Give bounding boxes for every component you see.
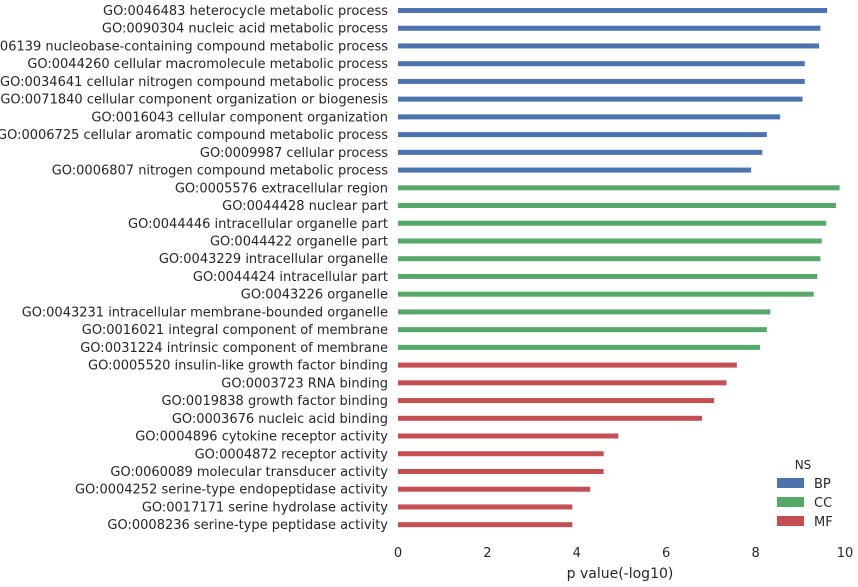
bar: [398, 43, 820, 49]
bar: [398, 220, 827, 226]
legend-swatch: [777, 478, 804, 488]
bar: [398, 203, 837, 209]
category-label: GO:0009987 cellular process: [200, 146, 388, 161]
bar: [398, 273, 818, 279]
category-label: GO:0043229 intracellular organelle: [159, 252, 388, 267]
category-label: GO:0019838 growth factor binding: [161, 394, 388, 409]
category-label: GO:0008236 serine-type peptidase activit…: [107, 518, 388, 533]
category-label: GO:0044260 cellular macromolecule metabo…: [27, 57, 388, 72]
x-tick-label: 6: [662, 546, 670, 561]
bar: [398, 327, 767, 333]
bar: [398, 149, 763, 155]
bar: [398, 344, 761, 350]
category-label: GO:0005576 extracellular region: [175, 181, 388, 196]
bar: [398, 398, 715, 404]
x-axis-label: p value(-log10): [567, 566, 674, 582]
bar: [398, 114, 781, 120]
category-label: GO:0005520 insulin-like growth factor bi…: [88, 359, 388, 374]
legend-swatch: [777, 516, 804, 526]
bar: [398, 380, 727, 386]
category-label: GO:0060089 molecular transducer activity: [110, 465, 388, 480]
category-label: GO:0003676 nucleic acid binding: [172, 412, 388, 427]
category-label: GO:0016021 integral component of membran…: [82, 323, 388, 338]
category-label: GO:0034641 cellular nitrogen compound me…: [0, 75, 388, 90]
category-label: GO:0031224 intrinsic component of membra…: [80, 341, 388, 356]
bar: [398, 362, 737, 368]
legend-label: MF: [814, 515, 833, 530]
category-label: GO:0044446 intracellular organelle part: [128, 217, 388, 232]
category-label: GO:0017171 serine hydrolase activity: [142, 500, 388, 515]
bar: [398, 309, 771, 315]
bar: [398, 256, 821, 262]
category-label: GO:0090304 nucleic acid metabolic proces…: [102, 22, 388, 37]
bar: [398, 451, 604, 457]
bar: [398, 185, 840, 191]
legend-title: NS: [795, 458, 812, 472]
bar: [398, 78, 805, 84]
category-label: GO:0044422 organelle part: [210, 234, 388, 249]
category-label: GO:0006807 nitrogen compound metabolic p…: [52, 164, 389, 179]
category-label: GO:0016043 cellular component organizati…: [91, 110, 388, 125]
legend-swatch: [777, 497, 804, 507]
x-tick-label: 0: [394, 546, 402, 561]
bar: [398, 291, 814, 297]
x-tick-label: 2: [483, 546, 491, 561]
bar: [398, 8, 828, 13]
category-label: GO:0044428 nuclear part: [222, 199, 388, 214]
bar: [398, 167, 752, 173]
bar: [398, 504, 573, 510]
bar: [398, 96, 803, 102]
category-label: GO:0004252 serine-type endopeptidase act…: [75, 483, 388, 498]
legend-label: CC: [814, 496, 832, 511]
legend-items: BP CC MF: [777, 477, 833, 530]
category-label: GO:0071840 cellular component organizati…: [0, 93, 388, 108]
bar: [398, 433, 619, 439]
legend-label: BP: [814, 477, 831, 492]
category-label: GO:0044424 intracellular part: [193, 270, 388, 285]
bar: [398, 486, 591, 492]
category-label: GO:0043226 organelle: [241, 288, 388, 303]
category-label: GO:0046483 heterocycle metabolic process: [103, 4, 388, 19]
category-label: GO:0043231 intracellular membrane-bounde…: [22, 305, 388, 320]
bar: [398, 238, 822, 244]
x-axis-ticks: 0 2 4 6 8 10: [394, 546, 853, 561]
x-tick-label: 10: [837, 546, 854, 561]
bar: [398, 415, 702, 421]
category-label: GO:0006139 nucleobase-containing compoun…: [0, 39, 388, 54]
bar: [398, 61, 805, 67]
category-label: GO:0004896 cytokine receptor activity: [135, 430, 388, 445]
bars-layer: [398, 8, 840, 528]
category-label: GO:0004872 receptor activity: [195, 447, 389, 462]
bar: [398, 132, 767, 138]
legend: NS BP CC MF: [777, 458, 833, 530]
bar: [398, 25, 821, 31]
category-labels: GO:0046483 heterocycle metabolic process…: [0, 4, 388, 533]
bar: [398, 468, 604, 474]
x-tick-label: 4: [573, 546, 581, 561]
category-label: GO:0003723 RNA binding: [221, 376, 388, 391]
category-label: GO:0006725 cellular aromatic compound me…: [0, 128, 388, 143]
bar: [398, 522, 573, 528]
x-tick-label: 8: [751, 546, 759, 561]
